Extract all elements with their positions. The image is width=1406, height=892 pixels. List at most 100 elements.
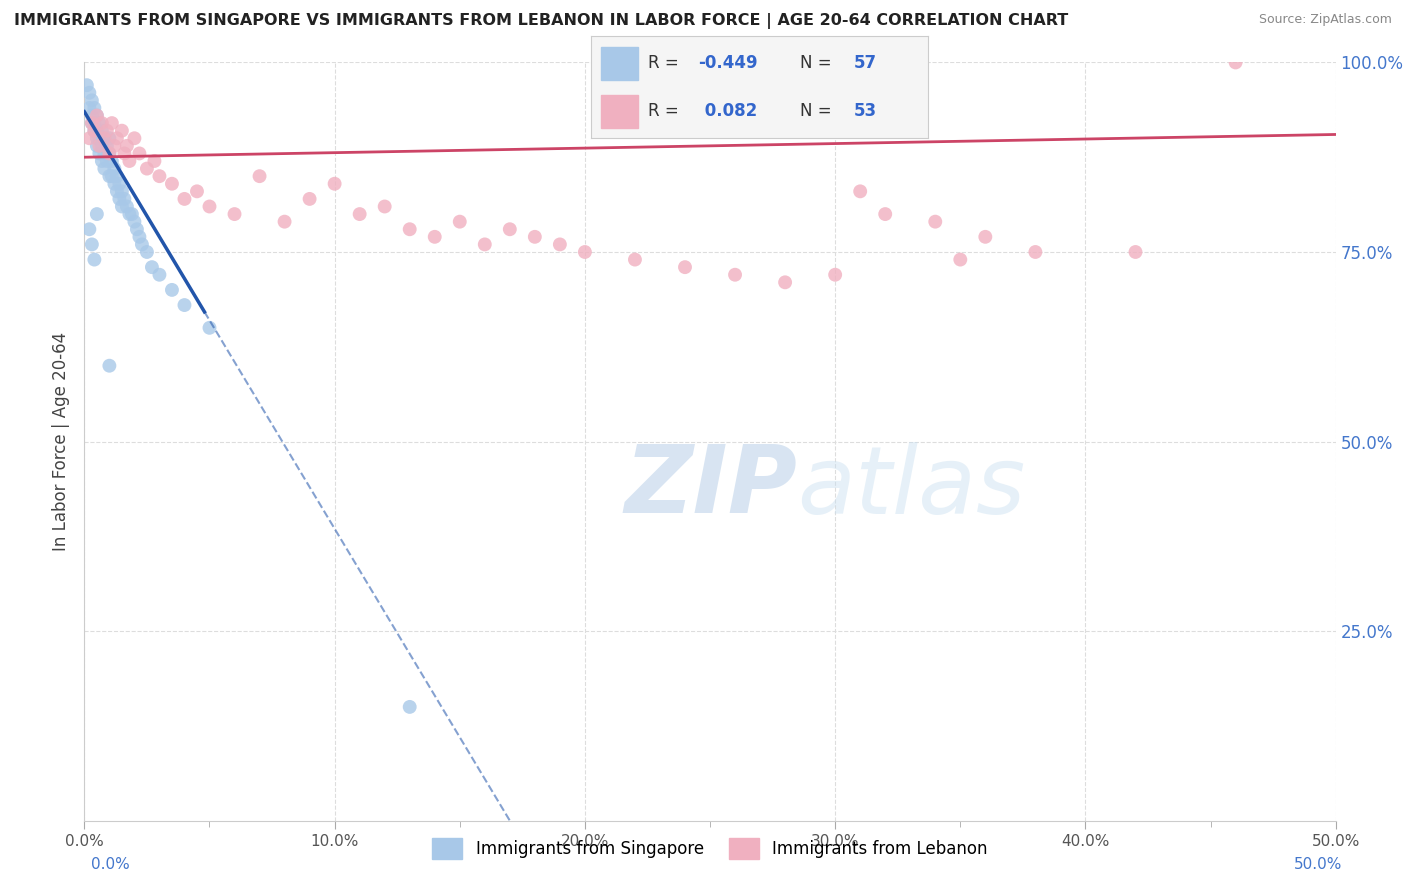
Point	[148, 169, 170, 184]
Point	[80, 116, 103, 130]
Point	[131, 237, 153, 252]
Point	[198, 199, 221, 213]
Point	[875, 207, 897, 221]
Point	[423, 229, 446, 244]
Point	[186, 184, 208, 198]
Text: 0.0%: 0.0%	[91, 857, 131, 872]
Point	[105, 184, 128, 198]
Point	[323, 177, 346, 191]
Point	[111, 199, 134, 213]
Point	[173, 298, 195, 312]
Point	[824, 268, 846, 282]
Point	[474, 237, 496, 252]
Point	[93, 146, 115, 161]
Point	[96, 138, 118, 153]
Point	[98, 169, 121, 184]
Point	[103, 138, 125, 153]
Text: ZIP: ZIP	[624, 441, 797, 533]
Point	[80, 94, 103, 108]
Point	[523, 229, 546, 244]
Point	[949, 252, 972, 267]
Point	[548, 237, 571, 252]
Point	[574, 244, 596, 259]
Point	[79, 101, 101, 115]
Point	[173, 192, 195, 206]
Point	[80, 108, 103, 122]
Point	[136, 244, 159, 259]
Point	[96, 123, 118, 137]
Point	[398, 222, 420, 236]
Text: IMMIGRANTS FROM SINGAPORE VS IMMIGRANTS FROM LEBANON IN LABOR FORCE | AGE 20-64 : IMMIGRANTS FROM SINGAPORE VS IMMIGRANTS …	[14, 13, 1069, 29]
Point	[90, 116, 112, 130]
Point	[160, 177, 183, 191]
Point	[115, 199, 138, 213]
Point	[249, 169, 271, 184]
Point	[98, 359, 121, 373]
Point	[128, 146, 150, 161]
Point	[974, 229, 997, 244]
Point	[124, 214, 146, 228]
Point	[924, 214, 946, 228]
Point	[89, 131, 111, 145]
Point	[115, 138, 138, 153]
Point	[112, 146, 135, 161]
Point	[103, 177, 125, 191]
Point	[83, 123, 105, 137]
Point	[83, 252, 105, 267]
Point	[83, 123, 105, 137]
Point	[98, 146, 121, 161]
Point	[118, 207, 141, 221]
Point	[105, 169, 128, 184]
Point	[160, 283, 183, 297]
Point	[86, 108, 108, 122]
Point	[89, 146, 111, 161]
Y-axis label: In Labor Force | Age 20-64: In Labor Force | Age 20-64	[52, 332, 70, 551]
Text: 0.082: 0.082	[699, 102, 756, 120]
Point	[143, 153, 166, 168]
Text: 57: 57	[853, 54, 877, 72]
Point	[112, 192, 135, 206]
Point	[121, 207, 143, 221]
Point	[90, 138, 112, 153]
Point	[124, 131, 146, 145]
Point	[198, 320, 221, 334]
Point	[90, 123, 112, 137]
Point	[128, 229, 150, 244]
Point	[105, 131, 128, 145]
Point	[98, 146, 121, 161]
Text: 53: 53	[853, 102, 877, 120]
Point	[298, 192, 321, 206]
Point	[96, 153, 118, 168]
Point	[108, 192, 131, 206]
Point	[773, 275, 796, 289]
Point	[141, 260, 163, 275]
Point	[80, 116, 103, 130]
Point	[349, 207, 371, 221]
Point	[101, 169, 124, 184]
Point	[374, 199, 396, 213]
Point	[89, 116, 111, 130]
Point	[1024, 244, 1046, 259]
Point	[125, 222, 148, 236]
Point	[93, 131, 115, 145]
Point	[80, 237, 103, 252]
Point	[111, 184, 134, 198]
Point	[86, 131, 108, 145]
Point	[499, 222, 522, 236]
Point	[849, 184, 872, 198]
Text: N =: N =	[800, 102, 837, 120]
Text: Source: ZipAtlas.com: Source: ZipAtlas.com	[1258, 13, 1392, 27]
Point	[273, 214, 295, 228]
Text: N =: N =	[800, 54, 837, 72]
Point	[98, 131, 121, 145]
Point	[118, 153, 141, 168]
Point	[624, 252, 647, 267]
Point	[148, 268, 170, 282]
Point	[101, 153, 124, 168]
Point	[1225, 55, 1247, 70]
Text: atlas: atlas	[797, 442, 1026, 533]
Point	[449, 214, 471, 228]
Point	[673, 260, 696, 275]
Point	[79, 131, 101, 145]
Text: -0.449: -0.449	[699, 54, 758, 72]
